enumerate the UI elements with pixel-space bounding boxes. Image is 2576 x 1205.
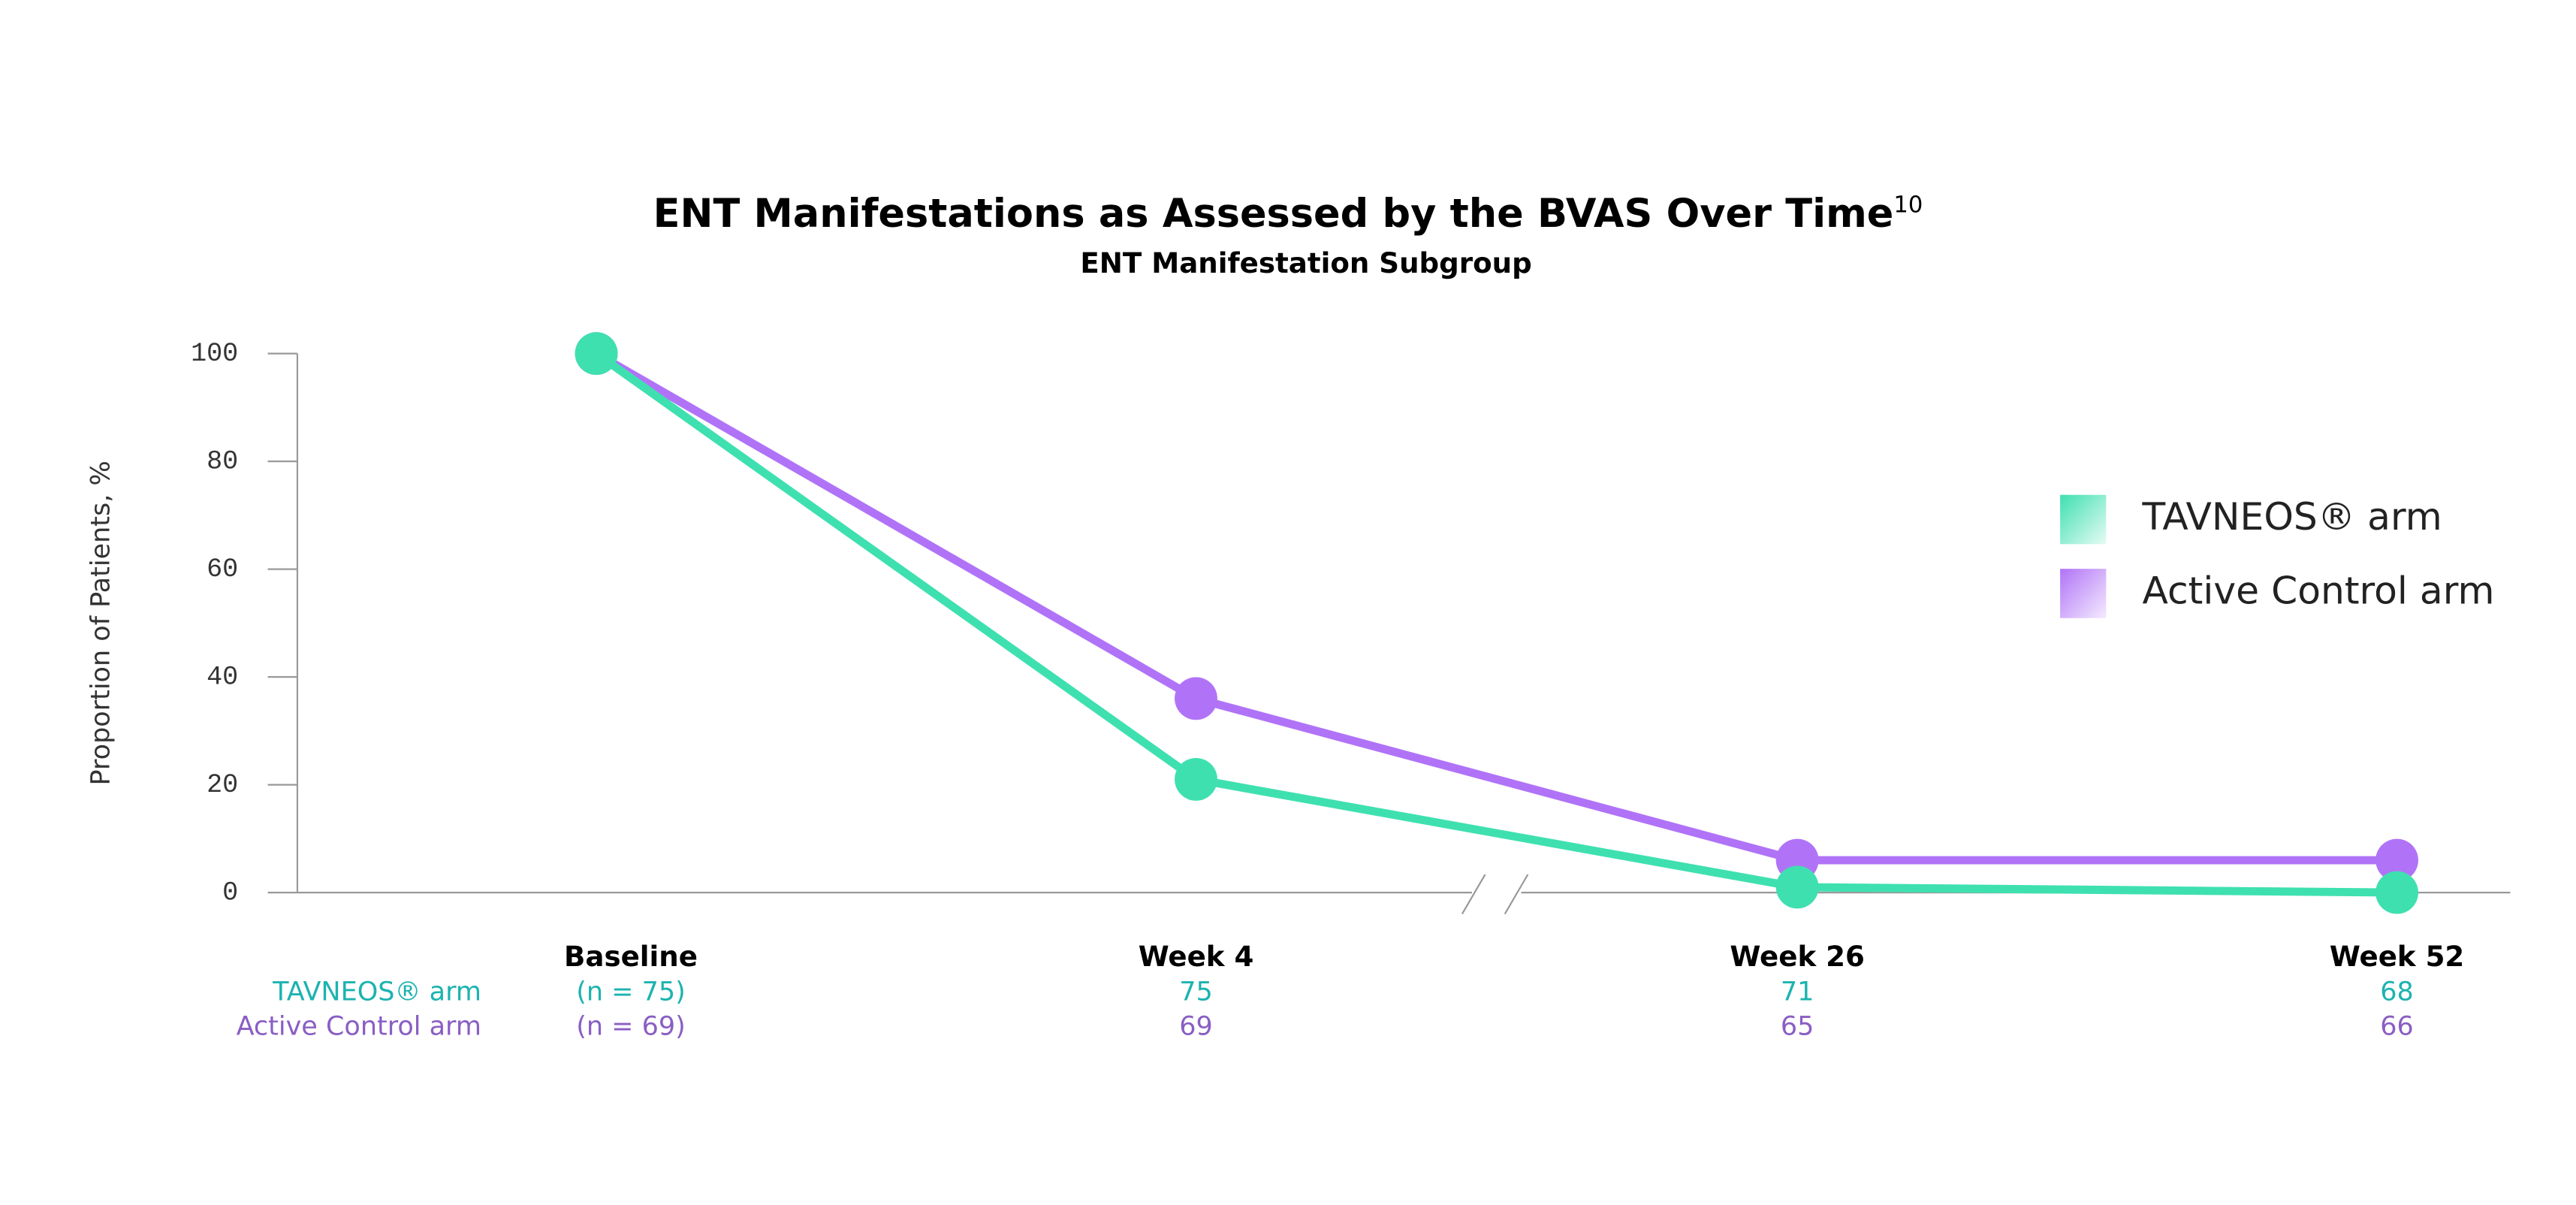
x-tick-label: Baseline	[564, 940, 698, 973]
table-cell: 66	[2380, 1011, 2414, 1041]
axis-break	[1472, 874, 1522, 914]
table-row-label: TAVNEOS® arm	[272, 977, 481, 1007]
series-line	[594, 349, 2397, 865]
data-point	[1775, 865, 1819, 909]
table-cell: 69	[1179, 1011, 1213, 1041]
table-row-label: Active Control arm	[237, 1011, 481, 1041]
axis-break	[1504, 874, 1529, 915]
data-point	[1175, 757, 1217, 801]
axis-break	[1461, 874, 1486, 915]
legend-label: Active Control arm	[2143, 568, 2495, 612]
y-axis-label: Proportion of Patients, %	[86, 461, 116, 785]
x-tick-label: Week 52	[2330, 940, 2465, 973]
y-tick-label: 20	[207, 770, 238, 800]
x-tick-label: Week 4	[1139, 940, 1254, 973]
chart-subtitle: ENT Manifestation Subgroup	[1080, 246, 1531, 279]
data-point	[2375, 838, 2418, 882]
table-cell: 68	[2380, 977, 2414, 1007]
table-cell: (n = 69)	[576, 1011, 686, 1041]
y-tick-label: 80	[207, 446, 238, 476]
legend-swatch	[2060, 494, 2107, 545]
x-tick-label: Week 26	[1730, 940, 1865, 973]
y-tick-label: 40	[207, 662, 238, 692]
y-tick-label: 100	[191, 339, 238, 369]
chart-title: ENT Manifestations as Assessed by the BV…	[653, 190, 1923, 236]
table-cell: (n = 75)	[576, 977, 686, 1007]
y-tick-label: 0	[222, 877, 238, 908]
y-tick-label: 60	[207, 554, 238, 584]
data-point	[575, 332, 618, 376]
data-point	[2375, 871, 2418, 914]
table-cell: 65	[1781, 1011, 1814, 1041]
series-line	[593, 350, 2397, 897]
legend-label: TAVNEOS® arm	[2142, 494, 2442, 539]
table-cell: 71	[1781, 977, 1814, 1007]
data-point	[1175, 677, 1217, 720]
legend-swatch	[2060, 569, 2107, 618]
table-cell: 75	[1179, 977, 1213, 1007]
